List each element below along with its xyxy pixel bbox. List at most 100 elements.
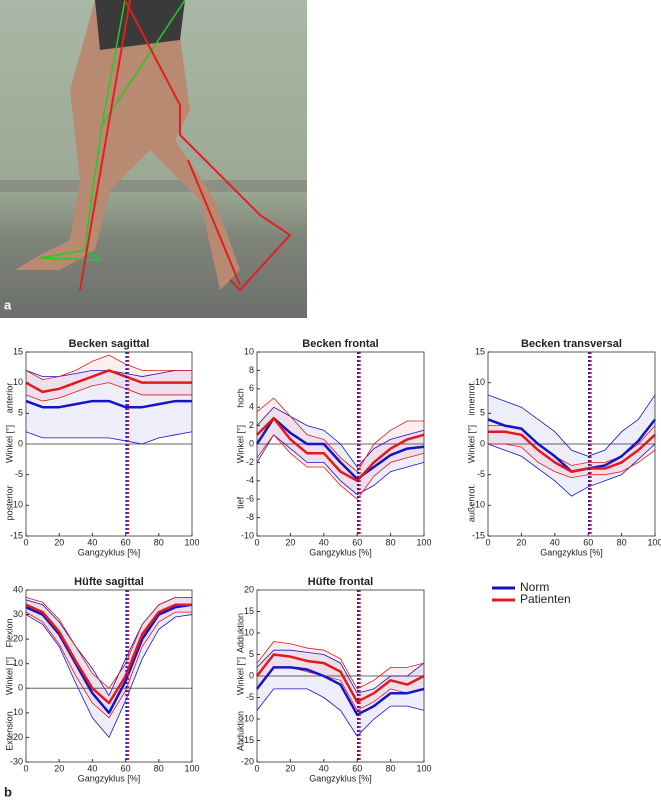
x-tick-label: 80: [386, 537, 396, 547]
band: [257, 650, 424, 737]
y-tick-label: -10: [241, 530, 254, 540]
y-tick-label: 10: [13, 377, 23, 387]
band-upper: [256, 641, 425, 690]
y-tick-label: 5: [480, 408, 485, 418]
x-tick-label: 100: [184, 537, 199, 547]
x-tick-label: 40: [319, 537, 329, 547]
x-axis-label: Gangzyklus [%]: [309, 547, 372, 557]
y-bottom-label: außenrot.: [466, 484, 476, 523]
y-tick-label: -6: [246, 494, 254, 504]
line: [25, 603, 192, 705]
y-tick-label: -5: [246, 692, 254, 702]
chart: Becken sagittal -15 -10 -5 0 5 10 15 0 20 40 60 80 10…: [4, 338, 199, 557]
band-lower: [25, 614, 193, 739]
x-tick-label: 100: [647, 537, 661, 547]
chart-title: Becken transversal: [521, 338, 622, 350]
band-upper: [256, 649, 425, 694]
legend: Norm Patienten: [492, 580, 571, 606]
y-bottom-label: Extension: [4, 711, 14, 751]
y-bottom-label: posterior: [4, 485, 14, 520]
y-bottom-label: tief: [235, 496, 245, 509]
x-tick-label: 40: [87, 763, 97, 773]
x-tick-label: 0: [23, 537, 28, 547]
y-top-label: Flexion: [4, 618, 14, 647]
y-tick-label: 10: [244, 346, 254, 356]
y-tick-label: -20: [241, 756, 254, 766]
plot-frame: [256, 351, 425, 537]
y-tick-label: -2: [246, 457, 254, 467]
chart: Hüfte sagittal -30 -20 -10 0 10 20 30 40 0 20 40 60 8…: [4, 576, 199, 783]
y-tick-label: 10: [475, 377, 485, 387]
line: [25, 369, 192, 394]
y-tick-label: 0: [18, 683, 23, 693]
band-upper: [256, 406, 425, 468]
y-tick-label: 8: [249, 365, 254, 375]
band: [488, 394, 655, 497]
y-axis-label: Winkel [°]: [4, 657, 14, 695]
x-axis-label: Gangzyklus [%]: [78, 773, 141, 783]
band-upper: [25, 596, 192, 689]
legend-label: Patienten: [520, 592, 571, 606]
line: [25, 399, 192, 409]
y-tick-label: 2: [249, 420, 254, 430]
x-tick-label: 20: [54, 763, 64, 773]
y-tick-label: 20: [13, 634, 23, 644]
y-axis-label: Winkel [°]: [4, 425, 14, 463]
y-tick-label: -10: [10, 500, 23, 510]
y-tick-label: 0: [480, 438, 485, 448]
line: [488, 430, 656, 473]
x-tick-label: 80: [154, 763, 164, 773]
y-tick-label: 0: [18, 438, 23, 448]
legend-label: Norm: [520, 580, 549, 594]
x-tick-label: 60: [121, 537, 131, 547]
y-top-label: hoch: [235, 388, 245, 408]
y-tick-label: 15: [13, 346, 23, 356]
chart: Hüfte frontal -20 -15 -10 -5 0 5 10 15 20 0 20 40 60 8…: [235, 576, 431, 783]
photo: a: [0, 0, 307, 318]
plot-frame: [256, 589, 425, 763]
chart-title: Becken frontal: [302, 338, 378, 350]
y-tick-label: 5: [18, 408, 23, 418]
x-tick-label: 20: [285, 537, 295, 547]
band-lower: [256, 434, 425, 496]
chart-title: Hüfte sagittal: [74, 576, 144, 588]
y-tick-label: 10: [244, 627, 254, 637]
x-tick-label: 0: [485, 537, 490, 547]
y-tick-label: 0: [249, 438, 254, 448]
y-axis-label: Winkel [°]: [235, 657, 245, 695]
band-lower: [25, 431, 193, 445]
line: [256, 653, 425, 704]
y-tick-label: 15: [475, 346, 485, 356]
band-upper: [25, 354, 192, 381]
plot-frame: [487, 351, 656, 537]
y-tick-label: -15: [10, 530, 23, 540]
chart-title: Becken sagittal: [69, 338, 150, 350]
y-bottom-label: Abduktion: [235, 711, 245, 751]
y-tick-label: 4: [249, 402, 254, 412]
y-tick-label: -4: [246, 475, 254, 485]
x-tick-label: 0: [23, 763, 28, 773]
x-tick-label: 100: [416, 537, 431, 547]
line: [255, 416, 425, 481]
y-top-label: anterior: [4, 383, 14, 414]
plot-frame: [25, 351, 193, 537]
y-axis-label: Winkel [°]: [235, 425, 245, 463]
band-lower: [256, 434, 425, 500]
y-tick-label: -15: [472, 530, 485, 540]
line: [25, 603, 193, 715]
x-tick-label: 80: [154, 537, 164, 547]
x-tick-label: 100: [184, 763, 199, 773]
x-tick-label: 60: [121, 763, 131, 773]
band-lower: [256, 688, 425, 737]
band: [26, 370, 192, 444]
panel-label: a: [4, 297, 12, 312]
x-tick-label: 20: [516, 537, 526, 547]
y-tick-label: 30: [13, 609, 23, 619]
y-tick-label: -8: [246, 512, 254, 522]
y-top-label: Adduktion: [235, 613, 245, 653]
x-tick-label: 80: [386, 763, 396, 773]
y-tick-label: -5: [477, 469, 485, 479]
x-axis-label: Gangzyklus [%]: [309, 773, 372, 783]
